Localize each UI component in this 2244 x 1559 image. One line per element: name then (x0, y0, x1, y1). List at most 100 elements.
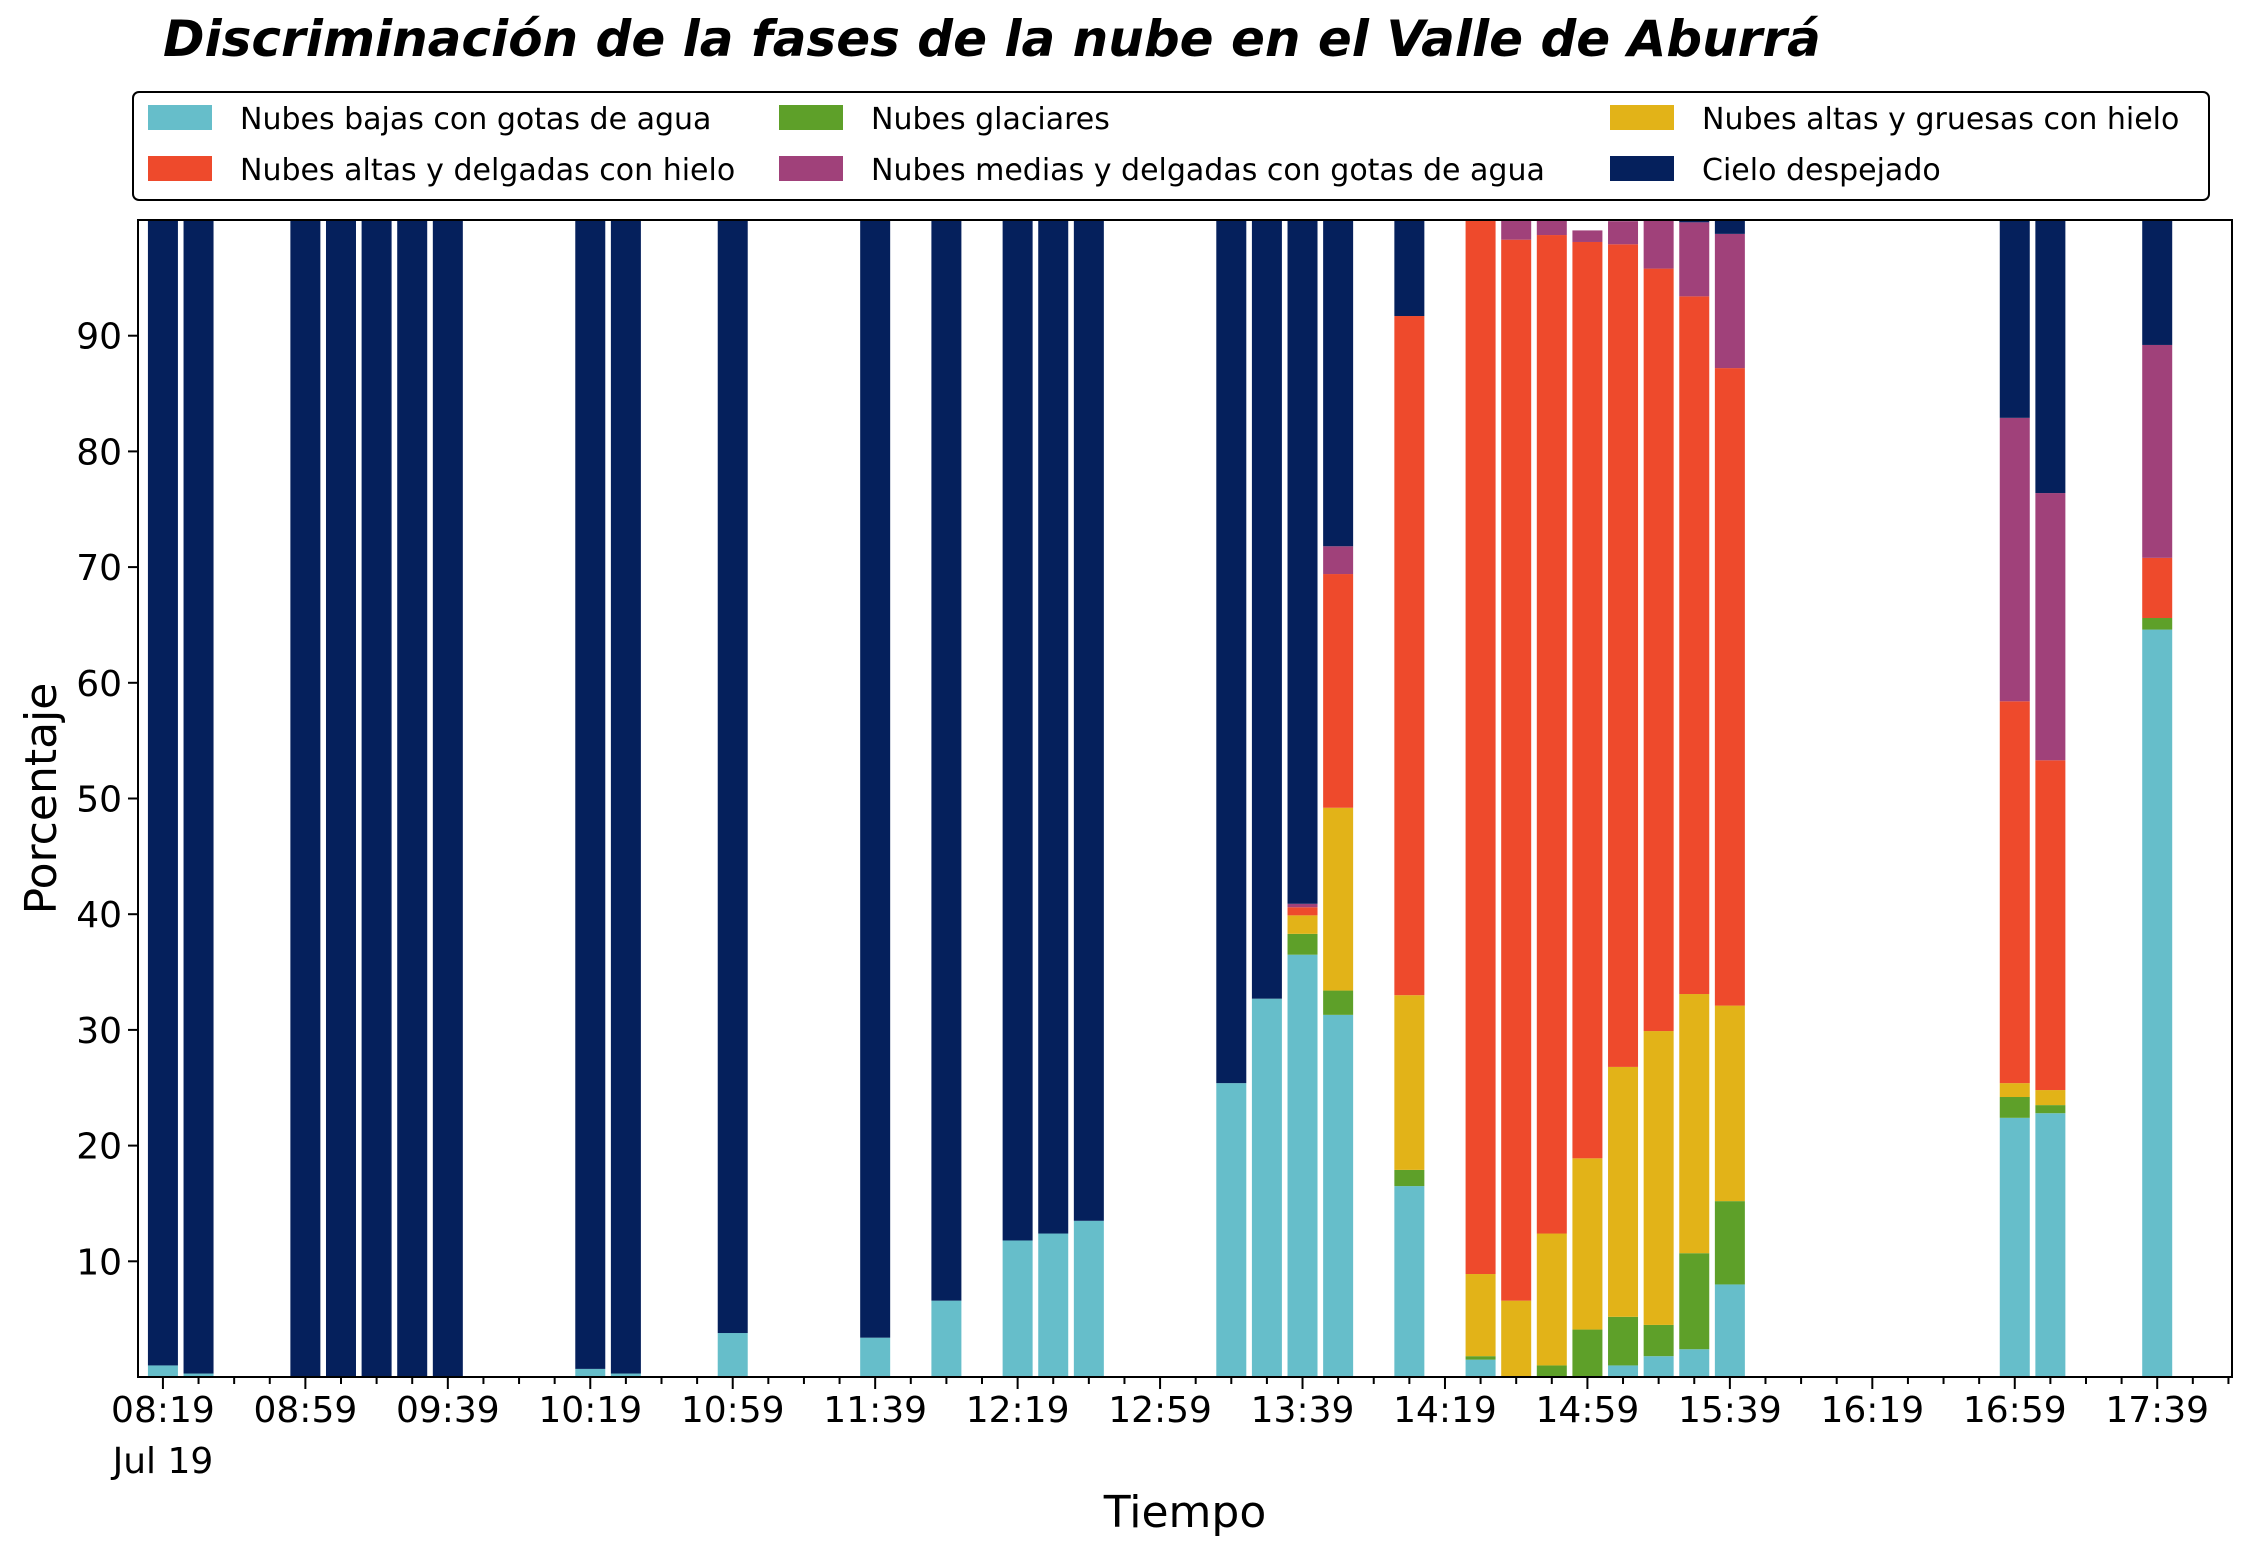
bar-cielo-despejado (397, 220, 428, 1377)
legend-swatch (779, 156, 843, 181)
bar-nubes-medias-y-delgadas-con-gotas-de-agua (1287, 903, 1318, 908)
x-tick-label: 14:59 (1536, 1390, 1640, 1431)
x-tick-label: 09:39 (396, 1390, 500, 1431)
x-tick-label: 15:39 (1678, 1390, 1782, 1431)
bar-nubes-bajas-con-gotas-de-agua (1999, 1117, 2030, 1377)
bar-nubes-glaciares (1643, 1324, 1674, 1357)
x-tick-label: 10:19 (538, 1390, 642, 1431)
bar-nubes-altas-y-delgadas-con-hielo (1714, 368, 1745, 1006)
bar-cielo-despejado (432, 220, 463, 1377)
legend-swatch (1610, 105, 1674, 130)
bar-stack-0819 (147, 220, 178, 1377)
bar-nubes-altas-y-delgadas-con-hielo (1608, 244, 1639, 1067)
x-tick-label: 12:19 (966, 1390, 1070, 1431)
bar-nubes-altas-y-delgadas-con-hielo (1999, 701, 2030, 1084)
bar-stack-0919 (361, 220, 392, 1377)
bar-nubes-glaciares (1394, 1169, 1425, 1187)
bar-stack-1059 (717, 220, 748, 1377)
bar-nubes-altas-y-gruesas-con-hielo (1714, 1005, 1745, 1202)
x-tick-label: 11:39 (823, 1390, 927, 1431)
x-tick-label: 13:39 (1251, 1390, 1355, 1431)
bar-nubes-bajas-con-gotas-de-agua (1643, 1356, 1674, 1377)
bar-nubes-glaciares (1679, 1253, 1710, 1350)
bar-nubes-altas-y-gruesas-con-hielo (1501, 1300, 1532, 1377)
bar-nubes-altas-y-gruesas-con-hielo (1287, 915, 1318, 934)
bar-cielo-despejado (931, 220, 962, 1301)
bar-nubes-bajas-con-gotas-de-agua (183, 1373, 214, 1377)
bar-nubes-bajas-con-gotas-de-agua (2035, 1113, 2066, 1377)
bar-stack-1229 (1038, 220, 1069, 1377)
x-tick-label: 16:59 (1963, 1390, 2067, 1431)
bar-stack-1409 (1394, 220, 1425, 1377)
x-tick-label: 08:19 (111, 1390, 215, 1431)
y-tick-label: 40 (76, 895, 122, 936)
bar-nubes-bajas-con-gotas-de-agua (717, 1333, 748, 1377)
bar-cielo-despejado (325, 220, 356, 1377)
bar-stack-1329 (1251, 220, 1282, 1377)
bar-cielo-despejado (1002, 220, 1033, 1241)
bar-nubes-altas-y-delgadas-con-hielo (1394, 316, 1425, 996)
y-tick-label: 30 (76, 1011, 122, 1052)
bar-nubes-bajas-con-gotas-de-agua (1394, 1186, 1425, 1377)
x-tick-label: 17:39 (2105, 1390, 2209, 1431)
legend-item-cielo-despejado: Cielo despejado (1610, 153, 1941, 188)
bar-stack-1509 (1608, 221, 1639, 1377)
bar-cielo-despejado (2035, 220, 2066, 494)
legend-item-nubes-altas-y-gruesas-con-hielo: Nubes altas y gruesas con hielo (1610, 102, 2179, 137)
legend-label: Cielo despejado (1702, 153, 1941, 188)
bar-nubes-altas-y-delgadas-con-hielo (1465, 220, 1496, 1275)
legend-label: Nubes medias y delgadas con gotas de agu… (871, 153, 1545, 188)
bar-nubes-glaciares (1287, 933, 1318, 955)
bar-cielo-despejado (183, 220, 214, 1374)
bar-nubes-altas-y-gruesas-con-hielo (1536, 1233, 1567, 1366)
bar-nubes-bajas-con-gotas-de-agua (610, 1373, 641, 1377)
bar-stack-1539 (1714, 220, 1745, 1377)
bar-nubes-medias-y-delgadas-con-gotas-de-agua (2035, 493, 2066, 761)
legend-swatch (148, 156, 212, 181)
bar-nubes-glaciares (1323, 990, 1354, 1015)
bar-nubes-medias-y-delgadas-con-gotas-de-agua (2142, 344, 2173, 558)
bar-stack-0859 (290, 220, 321, 1377)
bar-nubes-glaciares (1465, 1356, 1496, 1360)
y-tick-label: 50 (76, 780, 122, 821)
bar-nubes-altas-y-gruesas-con-hielo (1323, 807, 1354, 991)
bar-cielo-despejado (860, 220, 891, 1338)
legend-label: Nubes altas y delgadas con hielo (240, 153, 735, 188)
legend-item-nubes-altas-y-delgadas-con-hielo: Nubes altas y delgadas con hielo (148, 153, 735, 188)
y-tick-label: 90 (76, 317, 122, 358)
bars (147, 220, 2173, 1377)
legend-box (132, 91, 2210, 201)
bar-nubes-altas-y-delgadas-con-hielo (1679, 296, 1710, 995)
legend-swatch (148, 105, 212, 130)
x-tick-label: 12:59 (1108, 1390, 1212, 1431)
y-axis-label: Porcentaje (16, 683, 67, 915)
bar-nubes-altas-y-delgadas-con-hielo (1323, 574, 1354, 808)
bar-cielo-despejado (1323, 220, 1354, 547)
legend-item-nubes-glaciares: Nubes glaciares (779, 102, 1110, 137)
bar-cielo-despejado (1287, 220, 1318, 904)
x-tick-label: 14:19 (1393, 1390, 1497, 1431)
bar-nubes-bajas-con-gotas-de-agua (1465, 1359, 1496, 1377)
bar-stack-1019 (575, 220, 606, 1377)
bar-nubes-bajas-con-gotas-de-agua (1287, 954, 1318, 1377)
bar-stack-1349 (1323, 220, 1354, 1377)
bar-cielo-despejado (575, 220, 606, 1369)
bar-cielo-despejado (717, 220, 748, 1334)
bar-nubes-bajas-con-gotas-de-agua (931, 1300, 962, 1377)
x-axis: 08:19 08:59 09:39 10:19 10:59 11:39 12:19 12:59… (111, 1377, 2230, 1482)
x-tick-label: 08:59 (254, 1390, 358, 1431)
y-tick-label: 80 (76, 432, 122, 473)
y-tick-label: 20 (76, 1127, 122, 1168)
bar-nubes-altas-y-delgadas-con-hielo (1572, 241, 1603, 1159)
bar-nubes-bajas-con-gotas-de-agua (575, 1368, 606, 1377)
legend-swatch (1610, 156, 1674, 181)
bar-nubes-bajas-con-gotas-de-agua (2142, 629, 2173, 1377)
bar-stack-1319 (1216, 220, 1247, 1377)
bar-nubes-glaciares (1536, 1365, 1567, 1377)
bar-cielo-despejado (147, 220, 178, 1366)
bar-nubes-altas-y-delgadas-con-hielo (2035, 760, 2066, 1091)
bar-nubes-bajas-con-gotas-de-agua (1251, 998, 1282, 1377)
bar-nubes-medias-y-delgadas-con-gotas-de-agua (1643, 220, 1674, 269)
bar-stack-1429 (1465, 220, 1496, 1377)
